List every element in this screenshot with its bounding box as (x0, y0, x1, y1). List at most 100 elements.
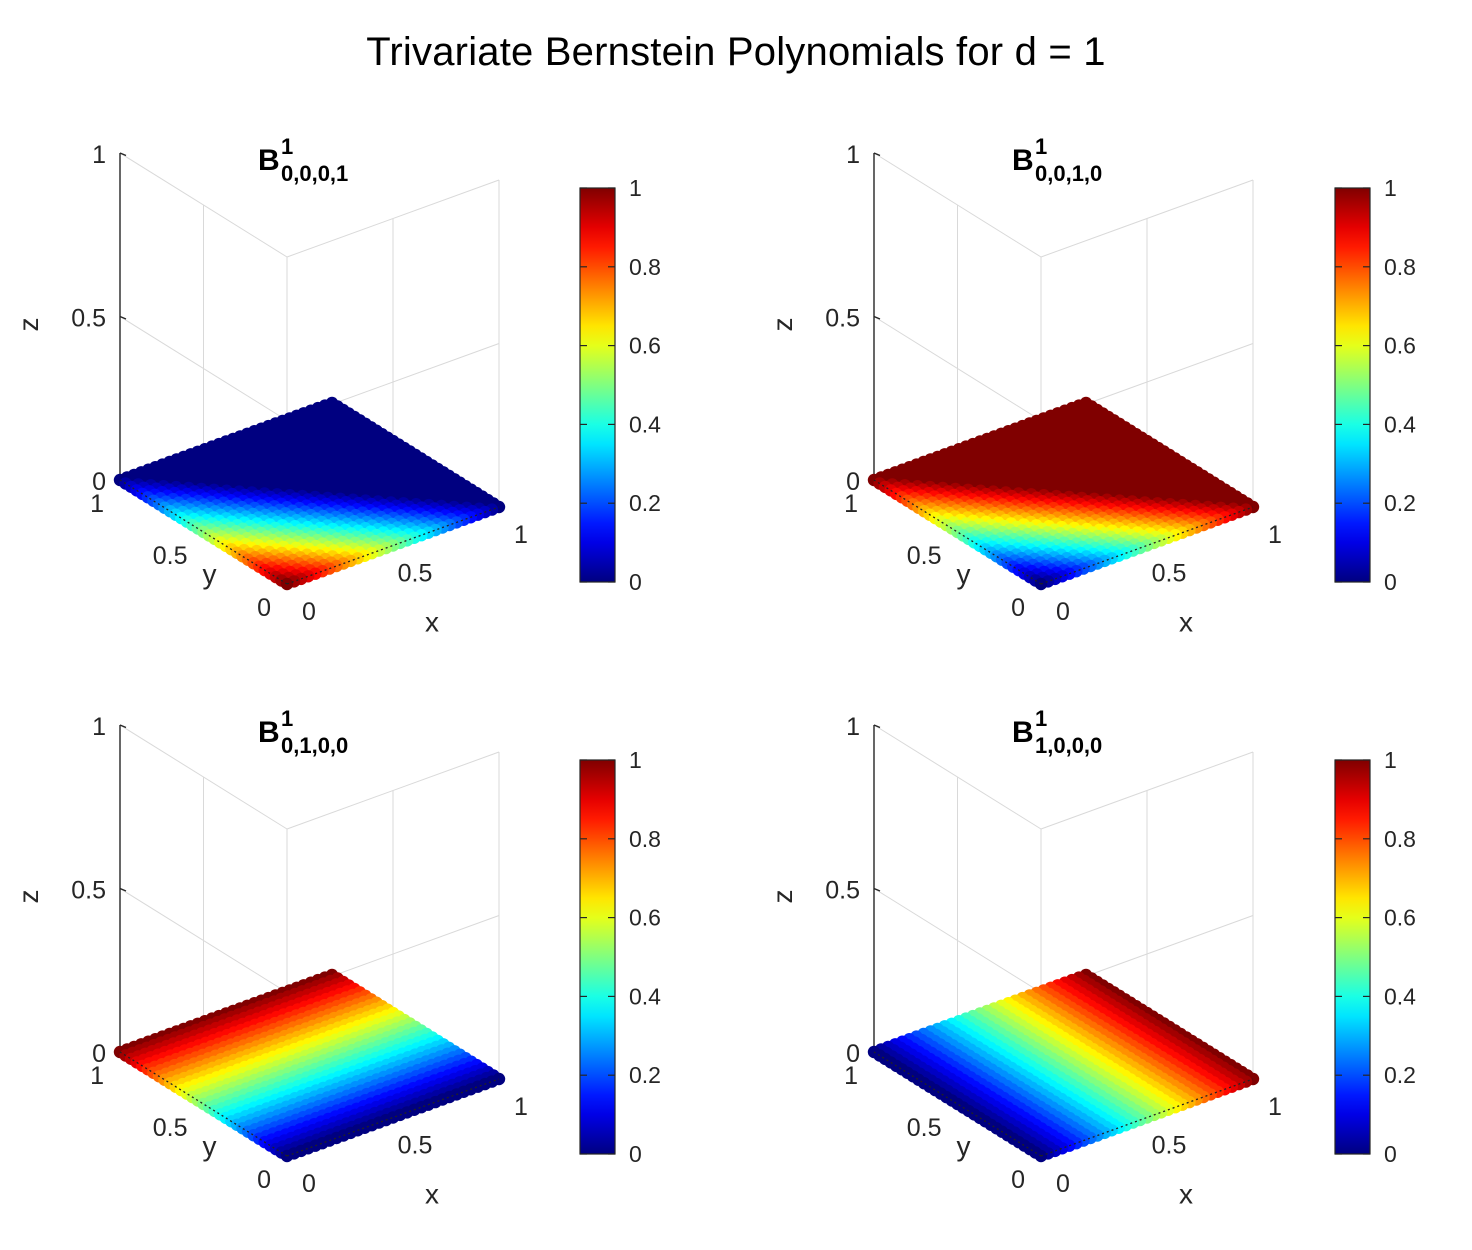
x-tick-label: 0 (1056, 1170, 1070, 1198)
colorbar-tick-label: 0.6 (1384, 333, 1416, 359)
colorbar-tick-label: 0 (1384, 569, 1397, 595)
colorbar-tick-label: 0.6 (1384, 905, 1416, 931)
x-tick-label: 0.5 (1152, 1132, 1187, 1160)
z-tick-label: 1 (92, 713, 106, 741)
title-base: B (258, 144, 280, 177)
x-tick-label: 0.5 (398, 1132, 433, 1160)
colorbar-tick-label: 0.2 (1384, 1062, 1416, 1088)
colorbar: 0 0.2 0.4 0.6 0.8 1 (1334, 175, 1416, 595)
colorbar-border (1334, 187, 1371, 583)
colorbar-tick-label: 0.4 (1384, 411, 1416, 437)
colorbar-tick-label: 0.2 (1384, 490, 1416, 516)
title-subscript: 0,1,0,0 (281, 733, 348, 758)
colorbar: 0 0.2 0.4 0.6 0.8 1 (579, 747, 661, 1167)
z-axis-label: z (13, 318, 44, 332)
colorbar-tick-label: 0.8 (1384, 826, 1416, 852)
z-tick-mark (873, 315, 881, 320)
colorbar-fill (580, 188, 615, 582)
colorbar-tick-label: 1 (1384, 175, 1397, 201)
colorbar: 0 0.2 0.4 0.6 0.8 1 (579, 175, 661, 595)
z-tick-label: 0 (92, 468, 106, 496)
z-tick-label: 1 (846, 141, 860, 169)
x-axis-label: x (425, 607, 439, 638)
y-tick-label: 0 (1011, 594, 1025, 622)
title-base: B (1012, 144, 1034, 177)
colorbar-border (579, 187, 616, 583)
x-axis-label: x (1179, 607, 1193, 638)
colorbar-tick-label: 0.4 (629, 411, 661, 437)
x-axis-label: x (1179, 1179, 1193, 1210)
colorbar-fill (1335, 188, 1370, 582)
x-tick-label: 0 (1056, 598, 1070, 626)
y-tick-label: 0 (257, 594, 271, 622)
colorbar-tick-label: 0.8 (629, 826, 661, 852)
subplot-title: B 10,0,0,1 (258, 134, 348, 186)
colorbar-tick-label: 0.4 (629, 983, 661, 1009)
z-tick-mark (873, 152, 881, 157)
y-tick-label: 0.5 (153, 542, 188, 570)
colorbar-tick-label: 0.2 (629, 1062, 661, 1088)
x-tick-label: 1 (1268, 1093, 1282, 1121)
z-tick-mark (119, 315, 127, 320)
y-tick-label: 0 (1011, 1166, 1025, 1194)
colorbar-tick-label: 0.8 (1384, 254, 1416, 280)
scatter-points (113, 396, 506, 591)
z-tick-mark (119, 724, 127, 729)
colorbar: 0 0.2 0.4 0.6 0.8 1 (1334, 747, 1416, 1167)
colorbar-fill (580, 760, 615, 1154)
x-tick-label: 0 (302, 598, 316, 626)
x-tick-label: 0.5 (398, 560, 433, 588)
z-axis-label: z (13, 890, 44, 904)
colorbar-tick-label: 1 (629, 175, 642, 201)
x-tick-label: 0.5 (1152, 560, 1187, 588)
x-tick-label: 1 (1268, 521, 1282, 549)
y-tick-label: 1 (844, 1062, 858, 1090)
y-tick-label: 1 (90, 490, 104, 518)
title-subscript: 1,0,0,0 (1035, 733, 1102, 758)
title-superscript: 1 (1035, 706, 1047, 731)
colorbar-tick-label: 1 (1384, 747, 1397, 773)
title-base: B (1012, 716, 1034, 749)
title-superscript: 1 (281, 706, 293, 731)
scatter-points (867, 396, 1260, 591)
colorbar-fill (1335, 760, 1370, 1154)
title-base: B (258, 716, 280, 749)
z-tick-label: 0.5 (825, 305, 860, 333)
y-tick-label: 1 (90, 1062, 104, 1090)
subplot-title: B 11,0,0,0 (1012, 706, 1102, 758)
title-subscript: 0,0,0,1 (281, 161, 348, 186)
y-axis-label: y (203, 1131, 217, 1162)
colorbar-tick-label: 0 (1384, 1141, 1397, 1167)
colorbar-tick-label: 0 (629, 569, 642, 595)
y-tick-label: 0 (257, 1166, 271, 1194)
z-tick-label: 0.5 (825, 877, 860, 905)
scatter-points (113, 968, 506, 1163)
y-tick-label: 1 (844, 490, 858, 518)
colorbar-tick-label: 0.6 (629, 333, 661, 359)
y-tick-label: 0.5 (907, 542, 942, 570)
z-axis-label: z (767, 318, 798, 332)
colorbar-tick-label: 0.2 (629, 490, 661, 516)
y-axis-label: y (203, 559, 217, 590)
z-tick-label: 0.5 (71, 877, 106, 905)
subplot-title: B 10,0,1,0 (1012, 134, 1102, 186)
x-tick-label: 1 (514, 1093, 528, 1121)
y-axis-label: y (957, 559, 971, 590)
title-subscript: 0,0,1,0 (1035, 161, 1102, 186)
z-tick-label: 0.5 (71, 305, 106, 333)
colorbar-tick-label: 1 (629, 747, 642, 773)
z-axis-label: z (767, 890, 798, 904)
y-tick-label: 0.5 (907, 1114, 942, 1142)
title-superscript: 1 (1035, 134, 1047, 159)
x-axis-label: x (425, 1179, 439, 1210)
axes (119, 724, 500, 1079)
z-tick-label: 0 (846, 468, 860, 496)
colorbar-tick-label: 0.8 (629, 254, 661, 280)
x-tick-label: 1 (514, 521, 528, 549)
